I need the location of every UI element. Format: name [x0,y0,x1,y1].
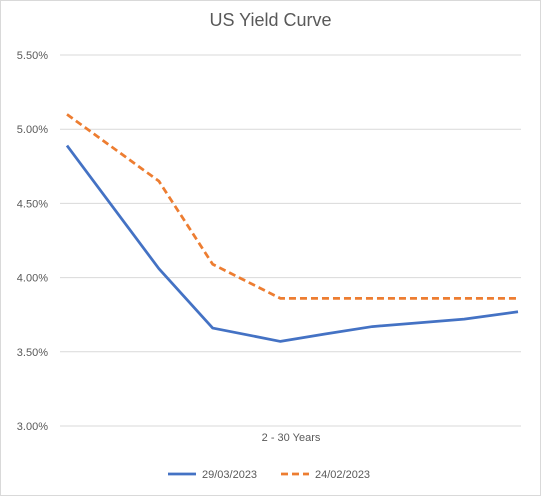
legend: 29/03/2023 24/02/2023 [168,469,370,481]
series-line-1 [65,144,519,343]
y-tick-label: 4.00% [17,273,48,285]
y-tick-label: 5.00% [17,124,48,136]
y-tick-label: 5.50% [17,50,48,62]
y-tick-labels: 3.00% 3.50% 4.00% 4.50% 5.00% 5.50% [17,50,48,433]
y-tick-label: 4.50% [17,198,48,210]
series-line-2 [66,113,518,300]
legend-label: 29/03/2023 [202,469,257,481]
y-tick-label: 3.00% [17,421,48,433]
y-tick-label: 3.50% [17,347,48,359]
x-axis-label: 2 - 30 Years [262,432,321,444]
gridlines [60,54,521,427]
series-lines [65,113,519,343]
legend-label: 24/02/2023 [315,469,370,481]
chart-title: US Yield Curve [209,10,332,30]
